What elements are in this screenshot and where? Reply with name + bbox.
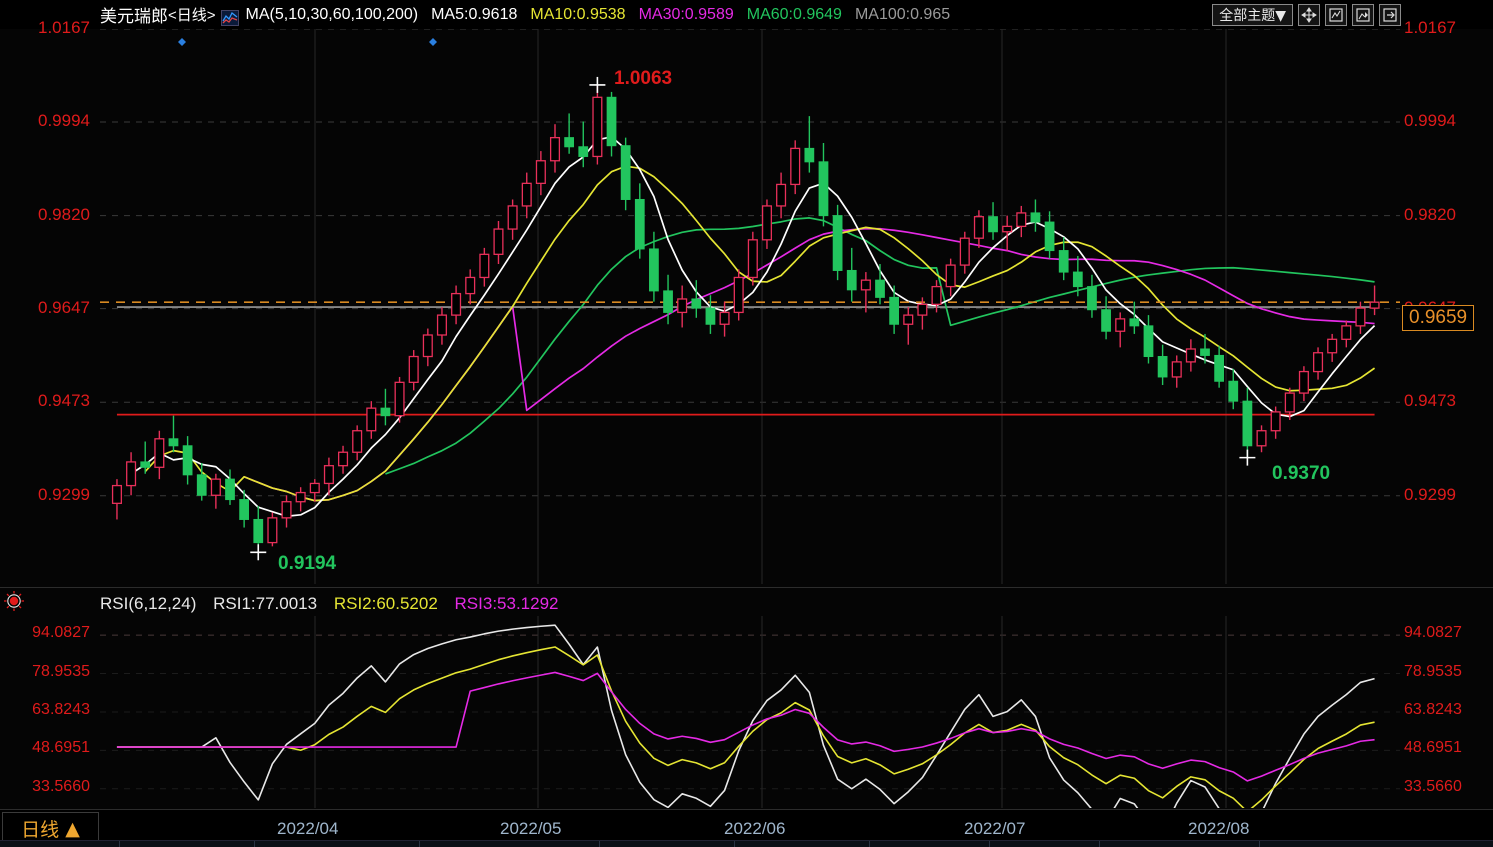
rsi-tick-left: 63.8243 bbox=[32, 700, 90, 718]
symbol-period: <日线> bbox=[168, 7, 216, 24]
ma5-value: MA5:0.9618 bbox=[431, 5, 518, 23]
rsi-tick-left: 94.0827 bbox=[32, 624, 90, 642]
rsi3-value: RSI3:53.1292 bbox=[454, 594, 559, 613]
move-icon[interactable] bbox=[1298, 4, 1320, 26]
panel-divider bbox=[0, 587, 1493, 588]
rsi-tick-right: 63.8243 bbox=[1404, 700, 1462, 718]
rsi-plot bbox=[100, 616, 1400, 840]
price-tick-left: 0.9473 bbox=[38, 391, 90, 411]
symbol-name: 美元瑞郎 bbox=[100, 7, 168, 27]
period-label: 日线 bbox=[21, 819, 60, 841]
price-tick-left: 0.9299 bbox=[38, 484, 90, 504]
record-indicator-icon[interactable] bbox=[3, 590, 25, 617]
rsi-tick-left: 78.9535 bbox=[32, 662, 90, 680]
price-tick-right: 0.9994 bbox=[1404, 111, 1456, 131]
rsi-panel[interactable] bbox=[100, 616, 1400, 840]
ma60-value: MA60:0.9649 bbox=[746, 5, 842, 23]
rsi-tick-left: 48.6951 bbox=[32, 739, 90, 757]
date-tick: 2022/06 bbox=[724, 819, 786, 838]
candlestick-panel[interactable] bbox=[100, 28, 1400, 584]
date-tick: 2022/07 bbox=[964, 819, 1026, 838]
ma30-value: MA30:0.9589 bbox=[638, 5, 734, 23]
price-tick-left: 0.9994 bbox=[38, 111, 90, 131]
ma100-value: MA100:0.965 bbox=[854, 5, 951, 23]
date-tick: 2022/08 bbox=[1188, 819, 1250, 838]
candlestick-plot bbox=[100, 28, 1400, 584]
date-tick: 2022/04 bbox=[277, 819, 339, 838]
rsi-tick-left: 33.5660 bbox=[32, 777, 90, 795]
rsi1-value: RSI1:77.0013 bbox=[213, 594, 318, 613]
low-marker-left: 0.9194 bbox=[278, 553, 337, 574]
low-marker-right: 0.9370 bbox=[1272, 463, 1331, 484]
price-tick-left: 0.9820 bbox=[38, 204, 90, 224]
rsi-header: RSI(6,12,24) RSI1:77.0013 RSI2:60.5202 R… bbox=[100, 594, 571, 614]
rsi2-value: RSI2:60.5202 bbox=[333, 594, 438, 613]
bottom-status-strip bbox=[0, 840, 1493, 847]
price-tick-right: 0.9820 bbox=[1404, 204, 1456, 224]
date-tick: 2022/05 bbox=[500, 819, 562, 838]
current-price-badge: 0.9659 bbox=[1402, 305, 1475, 331]
rsi-params-label: RSI(6,12,24) bbox=[100, 594, 197, 613]
chart-toolbar: 全部主题▼ bbox=[1212, 4, 1401, 26]
rsi-tick-right: 48.6951 bbox=[1404, 739, 1462, 757]
price-tick-right: 1.0167 bbox=[1404, 18, 1456, 37]
theme-selector[interactable]: 全部主题▼ bbox=[1212, 4, 1293, 26]
fit-window-icon[interactable] bbox=[1325, 4, 1347, 26]
rsi-tick-right: 94.0827 bbox=[1404, 624, 1462, 642]
export-icon[interactable] bbox=[1379, 4, 1401, 26]
ma10-value: MA10:0.9538 bbox=[530, 5, 626, 23]
price-tick-right: 0.9299 bbox=[1404, 484, 1456, 504]
price-tick-left: 1.0167 bbox=[38, 18, 90, 37]
line-chart-icon[interactable] bbox=[220, 9, 239, 26]
sort-arrow-icon: ▲ bbox=[65, 817, 80, 840]
rsi-tick-right: 33.5660 bbox=[1404, 777, 1462, 795]
price-tick-right: 0.9473 bbox=[1404, 391, 1456, 411]
high-marker: 1.0063 bbox=[614, 68, 673, 89]
rsi-tick-right: 78.9535 bbox=[1404, 662, 1462, 680]
zoom-region-icon[interactable] bbox=[1352, 4, 1374, 26]
price-tick-left: 0.9647 bbox=[38, 297, 90, 317]
ma-params-label: MA(5,10,30,60,100,200) bbox=[245, 5, 419, 23]
